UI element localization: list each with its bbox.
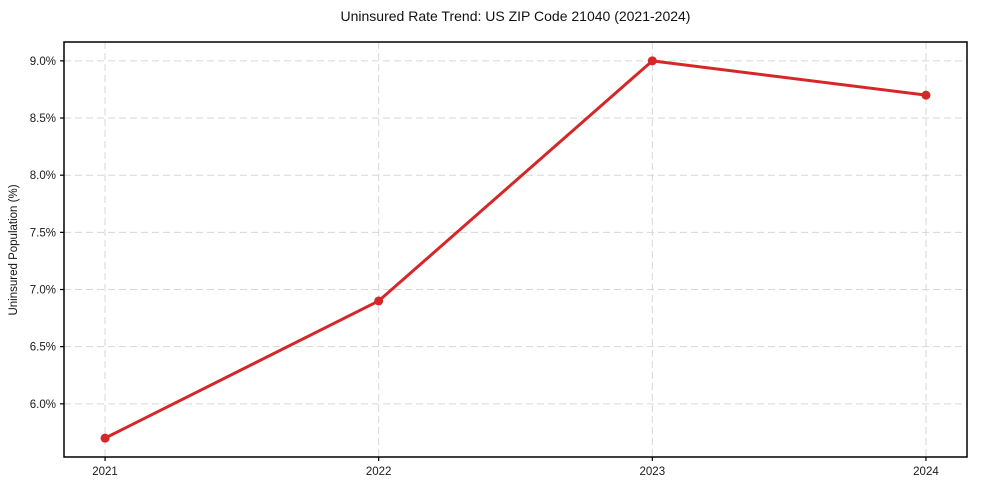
data-point-marker — [100, 433, 110, 443]
y-axis-label: Uninsured Population (%) — [8, 184, 20, 316]
y-tick-label: 8.5% — [30, 113, 56, 125]
y-tick-label: 9.0% — [30, 56, 56, 68]
trend-line — [103, 59, 928, 440]
y-tick-label: 6.5% — [30, 342, 56, 354]
y-tick-label: 6.0% — [30, 399, 56, 411]
chart-title: Uninsured Rate Trend: US ZIP Code 21040 … — [340, 8, 691, 24]
x-tick-label: 2024 — [913, 466, 939, 478]
data-point-marker — [374, 296, 384, 306]
y-tick-label: 7.0% — [30, 285, 56, 297]
y-tick-label: 7.5% — [30, 227, 56, 239]
y-tick-label: 8.0% — [30, 170, 56, 182]
data-point-marker — [647, 56, 657, 66]
x-tick-label: 2022 — [366, 466, 392, 478]
x-tick-label: 2023 — [640, 466, 666, 478]
x-tick-label: 2021 — [92, 466, 118, 478]
plot-border — [63, 41, 968, 458]
data-point-marker — [921, 90, 931, 100]
